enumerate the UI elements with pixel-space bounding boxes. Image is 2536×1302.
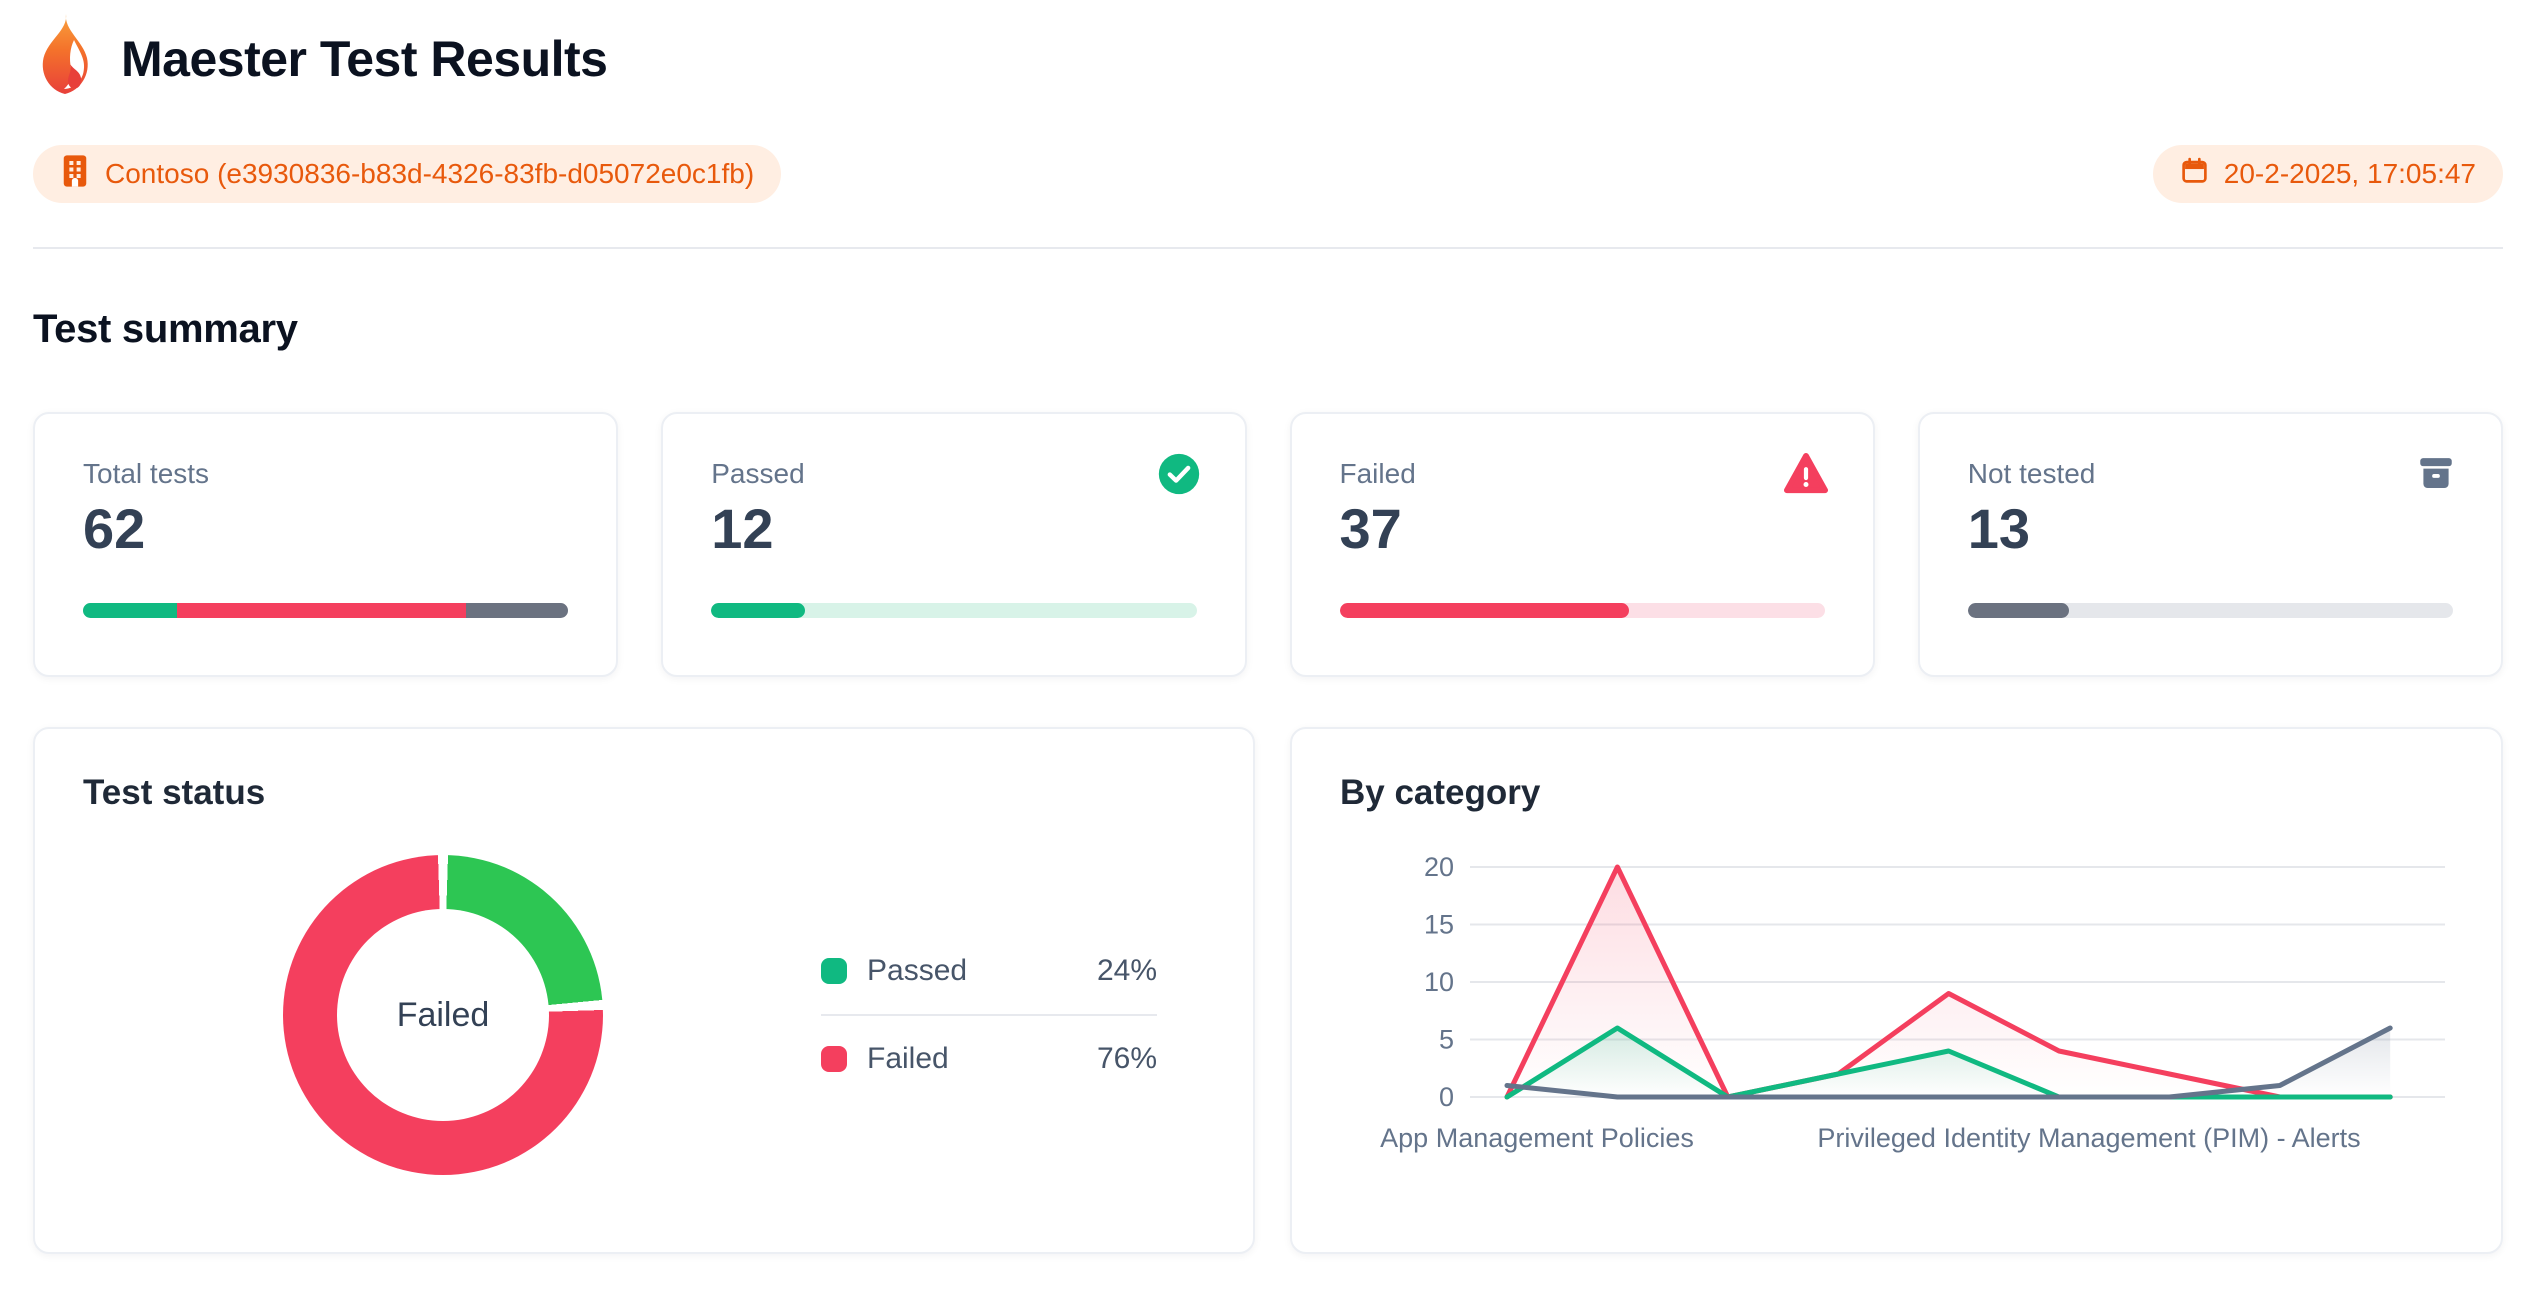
timestamp-badge: 20-2-2025, 17:05:47 <box>2152 145 2503 203</box>
card-value: 13 <box>1967 497 2031 560</box>
timestamp-badge-label: 20-2-2025, 17:05:47 <box>2223 158 2476 189</box>
badge-row: Contoso (e3930836-b83d-4326-83fb-d05072e… <box>33 145 2503 203</box>
x-axis-label: Privileged Identity Management (PIM) - A… <box>1817 1123 2360 1153</box>
donut-center-label: Failed <box>396 995 490 1034</box>
category-chart-svg: 0 5 10 15 20 App Management Policies Privilege… <box>1380 852 2445 1153</box>
summary-cards: Total tests 62 Passed 12 Failed 37 <box>33 412 2503 677</box>
page: Maester Test Results Contoso (e3930836-b… <box>33 0 2503 1254</box>
card-value: 62 <box>83 497 146 560</box>
bar-segment-not-tested <box>1967 602 2070 618</box>
card-label: Passed <box>711 458 805 489</box>
y-tick-label: 20 <box>1424 857 1454 882</box>
card-label: Total tests <box>83 458 210 489</box>
bar-segment-failed <box>1339 602 1630 618</box>
donut-hole: Failed <box>337 909 549 1121</box>
legend-label: Failed <box>867 1042 949 1075</box>
test-summary-heading: Test summary <box>33 307 298 351</box>
y-tick-label: 15 <box>1424 910 1454 940</box>
by-category-panel: By category 0 5 10 15 20 App Management Polic… <box>1290 727 2503 1254</box>
y-tick-label: 5 <box>1439 1025 1454 1055</box>
tenant-badge: Contoso (e3930836-b83d-4326-83fb-d05072e… <box>33 145 782 203</box>
series-area-not-tested <box>1507 1028 2391 1097</box>
legend-row-passed: Passed 24% <box>821 948 1157 994</box>
passed-card: Passed 12 <box>661 412 1247 677</box>
warning-triangle-icon <box>1783 452 1829 501</box>
total-tests-card: Total tests 62 <box>33 412 619 677</box>
test-status-body: Failed Passed 24% <box>83 855 1205 1175</box>
check-circle-icon <box>1157 452 1201 501</box>
legend-divider <box>821 1014 1157 1016</box>
series-line-not-tested <box>1504 1025 2393 1100</box>
legend-row-failed: Failed 76% <box>821 1036 1157 1082</box>
header-divider <box>33 247 2503 249</box>
calendar-icon <box>2180 156 2209 192</box>
card-value: 37 <box>1339 497 1402 560</box>
y-tick-label: 0 <box>1439 1082 1454 1112</box>
flame-logo-icon <box>33 14 97 103</box>
y-tick-label: 10 <box>1424 967 1454 997</box>
passed-swatch-icon <box>821 958 847 984</box>
test-status-panel: Test status Failed Passed 24% <box>33 727 1255 1254</box>
header: Maester Test Results <box>33 0 2503 103</box>
card-label: Not tested <box>1967 458 2096 489</box>
legend-value: 76% <box>1096 1042 1157 1075</box>
archive-icon <box>2415 452 2457 499</box>
category-line-chart: 0 5 10 15 20 App Management Policies Privilege… <box>1340 852 2453 1162</box>
page-title: Maester Test Results <box>121 30 608 87</box>
legend-label: Passed <box>867 954 968 987</box>
building-icon <box>60 154 90 195</box>
passed-progress-bar <box>711 602 1197 618</box>
by-category-title: By category <box>1340 773 1541 812</box>
tenant-badge-label: Contoso (e3930836-b83d-4326-83fb-d05072e… <box>105 158 755 189</box>
not-tested-card: Not tested 13 <box>1917 412 2503 677</box>
test-status-title: Test status <box>83 773 266 812</box>
legend-value: 24% <box>1096 954 1157 987</box>
series-area-passed <box>1507 1028 2391 1097</box>
failed-card: Failed 37 <box>1289 412 1875 677</box>
card-value: 12 <box>711 497 774 560</box>
status-donut-chart: Failed <box>283 855 603 1175</box>
bar-segment-failed <box>176 602 467 618</box>
bar-segment-passed <box>83 602 177 618</box>
x-axis-label: App Management Policies <box>1380 1123 1694 1153</box>
charts-row: Test status Failed Passed 24% <box>33 727 2503 1254</box>
bar-segment-not-tested <box>466 602 569 618</box>
failed-swatch-icon <box>821 1046 847 1072</box>
series-line-passed <box>1504 1025 2393 1100</box>
bar-segment-passed <box>711 602 806 618</box>
not-tested-progress-bar <box>1967 602 2453 618</box>
status-legend: Passed 24% Failed 76% <box>821 948 1157 1082</box>
failed-progress-bar <box>1339 602 1825 618</box>
card-label: Failed <box>1339 458 1416 489</box>
total-tests-progress-bar <box>83 602 569 618</box>
